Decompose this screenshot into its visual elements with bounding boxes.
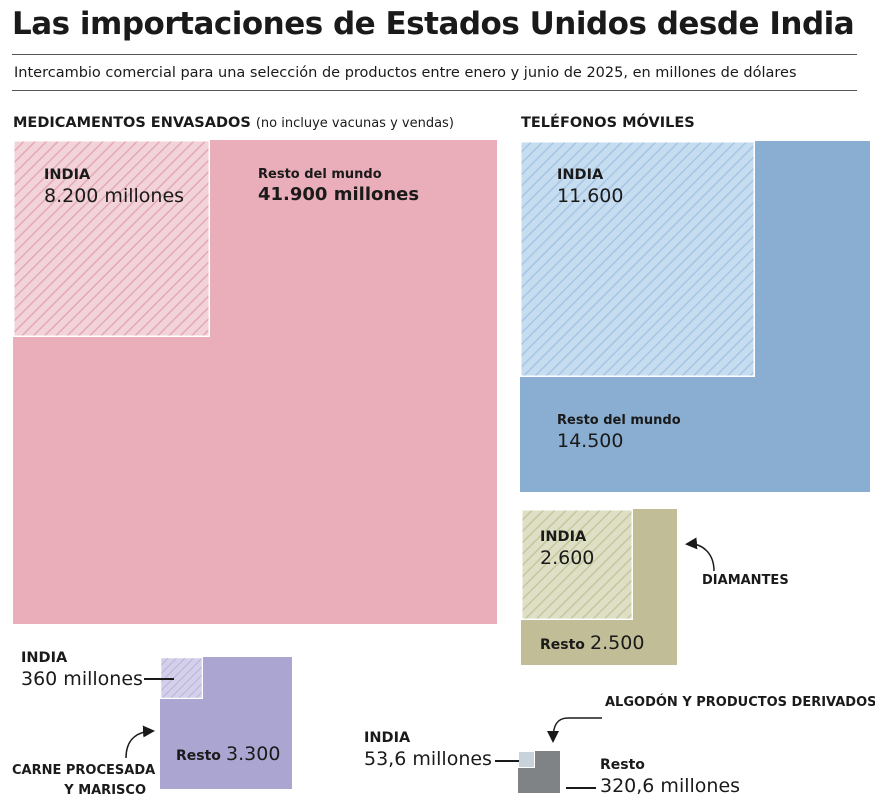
carne-annotation: CARNE PROCESADA Y MARISCO bbox=[12, 761, 156, 801]
medicamentos-rest-label: Resto del mundo bbox=[258, 167, 382, 182]
algodon-rest-leader bbox=[566, 787, 596, 789]
telefonos-title: TELÉFONOS MÓVILES bbox=[521, 115, 695, 131]
diamantes-rest-value: 2.500 bbox=[590, 632, 645, 654]
algodon-india-label: INDIA bbox=[364, 730, 411, 746]
page-title: Las importaciones de Estados Unidos desd… bbox=[12, 6, 855, 42]
diamantes-rest-label: Resto bbox=[540, 637, 585, 653]
algodon-arrow bbox=[547, 717, 602, 743]
diamantes-india-square bbox=[521, 509, 633, 620]
diamantes-india-value: 2.600 bbox=[540, 547, 595, 569]
medicamentos-india-square bbox=[13, 140, 210, 337]
title-divider bbox=[12, 54, 857, 55]
medicamentos-rest-value: 41.900 millones bbox=[258, 184, 420, 205]
carne-india-label: INDIA bbox=[21, 650, 68, 666]
algodon-india-square bbox=[518, 751, 535, 768]
algodon-india-leader bbox=[495, 760, 519, 762]
medicamentos-india-value: 8.200 millones bbox=[44, 185, 185, 207]
telefonos-india-square bbox=[520, 141, 755, 377]
algodon-annotation: ALGODÓN Y PRODUCTOS DERIVADOS bbox=[605, 695, 875, 710]
carne-annotation-line2: Y MARISCO bbox=[64, 783, 146, 798]
algodon-rest-label: Resto bbox=[600, 757, 645, 773]
medicamentos-title-text: MEDICAMENTOS ENVASADOS bbox=[13, 115, 251, 131]
medicamentos-india-label: INDIA bbox=[44, 167, 91, 183]
page-subtitle: Intercambio comercial para una selección… bbox=[14, 65, 797, 81]
telefonos-rest-label: Resto del mundo bbox=[557, 413, 681, 428]
medicamentos-title: MEDICAMENTOS ENVASADOS (no incluye vacun… bbox=[13, 115, 454, 131]
carne-rest: Resto 3.300 bbox=[176, 743, 280, 765]
carne-annotation-line1: CARNE PROCESADA bbox=[12, 763, 156, 778]
diamantes-india-label: INDIA bbox=[540, 529, 587, 545]
carne-india-value: 360 millones bbox=[21, 668, 143, 690]
diamantes-annotation: DIAMANTES bbox=[702, 573, 789, 588]
carne-rest-label: Resto bbox=[176, 748, 221, 764]
telefonos-india-value: 11.600 bbox=[557, 185, 624, 207]
subtitle-divider bbox=[12, 90, 857, 91]
diamantes-arrow bbox=[685, 537, 715, 572]
telefonos-rest-value: 14.500 bbox=[557, 430, 624, 452]
algodon-rest-value: 320,6 millones bbox=[600, 775, 741, 797]
diamantes-rest: Resto 2.500 bbox=[540, 632, 644, 654]
carne-leader-line bbox=[144, 678, 174, 680]
medicamentos-note: (no incluye vacunas y vendas) bbox=[255, 116, 454, 131]
carne-rest-value: 3.300 bbox=[226, 743, 281, 765]
telefonos-india-label: INDIA bbox=[557, 167, 604, 183]
carne-arrow bbox=[125, 725, 155, 759]
algodon-india-value: 53,6 millones bbox=[364, 748, 492, 770]
